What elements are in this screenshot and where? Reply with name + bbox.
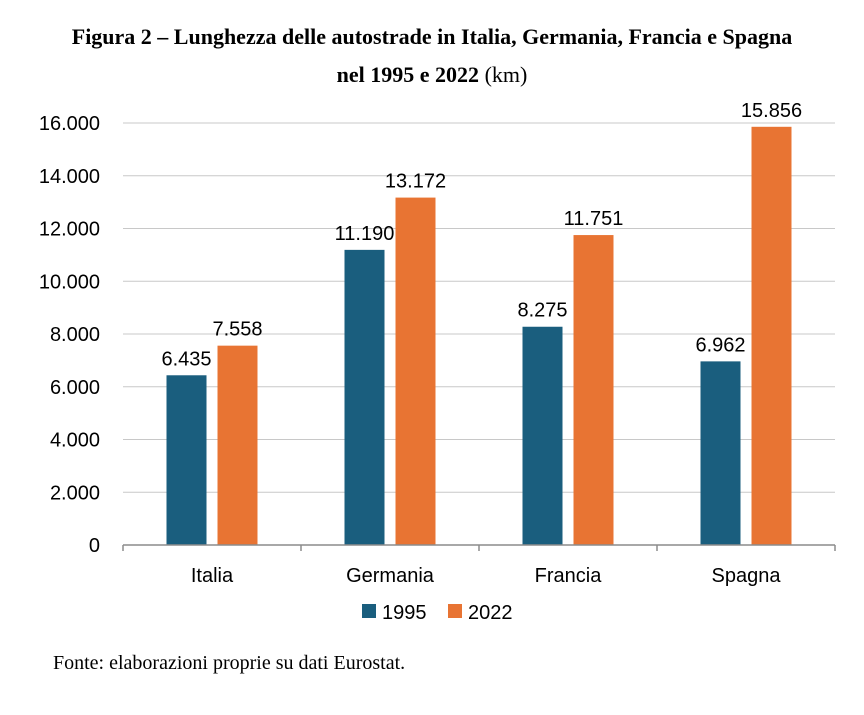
x-tick-label: Germania xyxy=(346,565,435,587)
bar-value-label: 7.558 xyxy=(212,319,262,341)
y-tick-label: 16.000 xyxy=(39,113,100,135)
bar-value-label: 11.190 xyxy=(335,223,395,245)
legend-swatch-1995 xyxy=(362,604,376,618)
chart-title-line-2: nel 1995 e 2022 (km) xyxy=(0,56,864,94)
bars xyxy=(166,126,792,545)
x-tick-label: Francia xyxy=(535,565,603,587)
chart-title-unit: (km) xyxy=(484,62,528,87)
bar-value-label: 13.172 xyxy=(385,171,446,193)
bar-value-label: 8.275 xyxy=(517,300,567,322)
bar-italia-1995 xyxy=(166,375,207,545)
source-note: Fonte: elaborazioni proprie su dati Euro… xyxy=(53,652,406,674)
legend-label-2022: 2022 xyxy=(468,602,513,624)
x-axis: Italia Germania Francia Spagna xyxy=(122,544,836,587)
bar-spagna-2022 xyxy=(751,126,792,545)
bar-value-label: 15.856 xyxy=(741,100,802,122)
x-tick-label: Italia xyxy=(191,565,234,587)
y-tick-label: 10.000 xyxy=(39,271,100,293)
chart-title: Figura 2 – Lunghezza delle autostrade in… xyxy=(0,18,864,94)
bar-francia-2022 xyxy=(573,235,614,545)
bar-germania-1995 xyxy=(344,249,385,545)
y-tick-label: 8.000 xyxy=(50,324,100,346)
chart-title-line-1: Figura 2 – Lunghezza delle autostrade in… xyxy=(71,24,793,49)
y-tick-label: 4.000 xyxy=(50,430,100,452)
legend-label-1995: 1995 xyxy=(382,602,427,624)
legend-swatch-2022 xyxy=(448,604,462,618)
bar-value-label: 6.435 xyxy=(161,348,211,370)
y-tick-label: 0 xyxy=(89,535,100,557)
y-axis-ticks: 0 2.000 4.000 6.000 8.000 10.000 12.000 14.000 1… xyxy=(39,113,100,557)
bar-germania-2022 xyxy=(395,197,436,545)
bar-italia-2022 xyxy=(217,345,258,545)
y-tick-label: 2.000 xyxy=(50,482,100,504)
x-tick-label: Spagna xyxy=(712,565,782,587)
y-tick-label: 12.000 xyxy=(39,219,100,241)
bar-francia-1995 xyxy=(522,326,563,545)
y-tick-label: 14.000 xyxy=(39,166,100,188)
legend: 1995 2022 xyxy=(362,602,513,624)
bar-value-label: 6.962 xyxy=(695,334,745,356)
bar-spagna-1995 xyxy=(700,361,741,545)
chart-title-years: nel 1995 e 2022 xyxy=(336,62,480,87)
y-tick-label: 6.000 xyxy=(50,377,100,399)
bar-value-label: 11.751 xyxy=(564,208,624,230)
